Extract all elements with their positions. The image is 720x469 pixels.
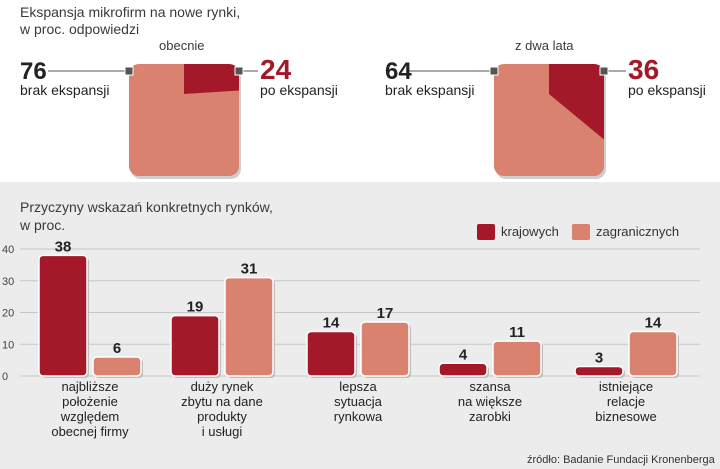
bar-value-label: 3 [595,349,603,366]
pie-right-caption: po ekspansji [260,82,338,98]
category-label: względem [60,409,120,424]
pie-marker-left [489,66,499,76]
bar-zagranicznych [224,276,274,377]
bar-krajowych [574,365,624,377]
bar-title-line1: Przyczyny wskazań konkretnych rynków, [20,199,273,215]
category-label: biznesowe [595,409,656,424]
bar-value-label: 14 [645,315,662,332]
bar-value-label: 6 [113,340,121,357]
pie-left-value: 64 [385,58,412,85]
bar-value-label: 38 [55,238,72,255]
source-note: źródło: Badanie Fundacji Kronenberga [527,454,715,466]
bar-zagranicznych [360,321,410,377]
y-tick-label: 40 [2,244,14,256]
category-label: i usługi [202,424,243,439]
legend-label: krajowych [501,224,559,239]
category-label: zarobki [469,409,511,424]
pie-left-caption: brak ekspansji [385,82,475,98]
pie-label: z dwa lata [515,38,574,53]
pie-right-caption: po ekspansji [628,82,706,98]
bar-value-label: 31 [241,261,258,278]
category-label: produkty [197,409,247,424]
legend-label: zagranicznych [596,224,680,239]
bar-value-label: 11 [509,324,525,341]
category-label: istniejące [599,379,653,394]
y-tick-label: 20 [2,308,14,320]
bar-zagranicznych [492,340,542,377]
pie-label: obecnie [159,38,205,53]
y-tick-label: 0 [2,371,8,383]
category-label: rynkowa [334,409,383,424]
bar-krajowych [38,254,88,377]
legend-swatch-domestic [477,224,495,240]
pie-marker-left [124,66,134,76]
bar-krajowych [306,330,356,377]
main-title-line1: Ekspansja mikrofirm na nowe rynki, [20,4,241,20]
bar-krajowych [438,362,488,377]
bar-zagranicznych [92,356,142,377]
pie-right-value: 24 [260,54,292,85]
y-tick-label: 30 [2,276,14,288]
bar-krajowych [170,314,220,377]
category-label: sytuacja [334,394,382,409]
category-label: na większe [458,394,522,409]
bar-value-label: 17 [377,305,394,322]
pie-right-value: 36 [628,54,660,85]
bar-value-label: 14 [323,315,340,332]
category-label: zbytu na dane [181,394,263,409]
category-label: najbliższe [61,379,118,394]
bar-zagranicznych [628,330,678,377]
bar-title-line2: w proc. [20,217,66,233]
bar-value-label: 4 [459,346,468,363]
category-label: relacje [607,394,645,409]
category-label: duży rynek [191,379,254,394]
category-label: szansa [469,379,511,394]
bottom-panel [0,182,720,469]
category-label: obecnej firmy [51,424,129,439]
bar-value-label: 19 [187,299,204,316]
legend-swatch-foreign [572,224,590,240]
pie-left-value: 76 [20,58,47,85]
category-label: położenie [62,394,118,409]
pie-marker-right [234,66,244,76]
category-label: lepsza [339,379,377,394]
pie-left-caption: brak ekspansji [20,82,110,98]
pie-marker-right [599,66,609,76]
y-tick-label: 10 [2,339,14,351]
main-title-line2: w proc. odpowiedzi [20,21,140,37]
